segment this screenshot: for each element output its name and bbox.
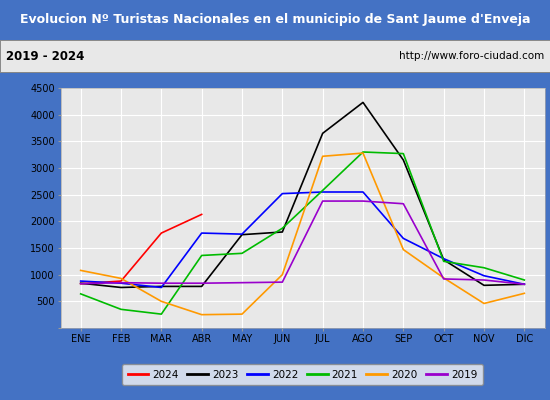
Text: Evolucion Nº Turistas Nacionales en el municipio de Sant Jaume d'Enveja: Evolucion Nº Turistas Nacionales en el m…	[20, 14, 530, 26]
Legend: 2024, 2023, 2022, 2021, 2020, 2019: 2024, 2023, 2022, 2021, 2020, 2019	[123, 364, 482, 385]
Text: http://www.foro-ciudad.com: http://www.foro-ciudad.com	[399, 51, 544, 61]
Text: 2019 - 2024: 2019 - 2024	[6, 50, 84, 62]
